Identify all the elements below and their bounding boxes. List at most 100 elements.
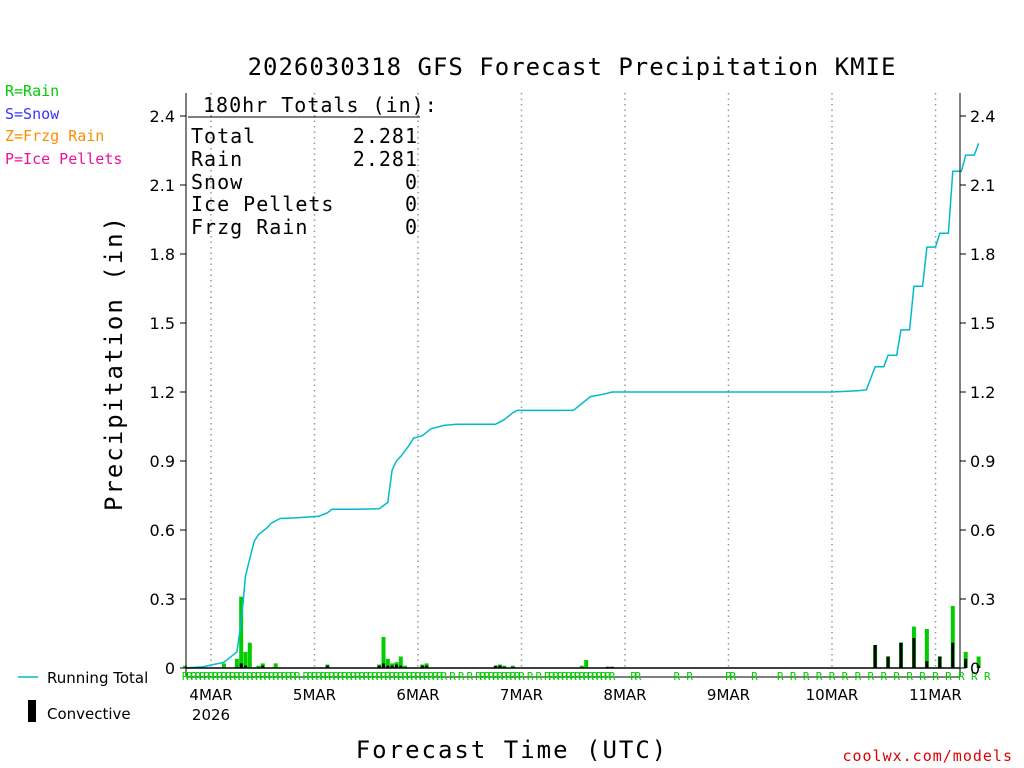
rain-bar (584, 659, 589, 668)
ptype-marker: R (842, 670, 849, 683)
legend-rain: R=Rain (5, 82, 59, 100)
ptype-marker: R (203, 670, 210, 683)
convective-bar (390, 665, 394, 668)
ptype-marker: R (932, 670, 939, 683)
plot-frame (180, 93, 966, 678)
convective-bar (394, 664, 398, 668)
y-tick-label-right: 0.3 (970, 590, 995, 609)
gridlines (210, 93, 937, 668)
x-tick-label: 5MAR (293, 686, 336, 704)
y-tick-label-right: 2.4 (970, 107, 995, 126)
ptype-marker: R (514, 670, 521, 683)
ptype-marker: R (294, 670, 301, 683)
ptype-marker: R (367, 670, 374, 683)
totals-row-value: 2.281 (353, 124, 418, 148)
ptype-marker: R (553, 670, 560, 683)
ptype-marker: R (393, 670, 400, 683)
convective-bar (938, 656, 942, 668)
ptype-marker: R (195, 670, 202, 683)
ptype-marker: R (829, 670, 836, 683)
convective-bar (873, 645, 877, 668)
totals-row-label: Rain (191, 147, 243, 171)
ptype-marker: R (190, 670, 197, 683)
ptype-marker: R (725, 670, 732, 683)
ptype-marker: R (277, 670, 284, 683)
ptype-marker: R (268, 670, 275, 683)
rain-bar (385, 658, 390, 668)
ptype-marker: R (635, 670, 642, 683)
rain-bar (950, 605, 955, 668)
y-tick-label: 2.4 (150, 107, 175, 126)
x-year-label: 2026 (192, 706, 230, 724)
x-tick-label: 7MAR (500, 686, 543, 704)
ptype-marker: R (376, 670, 383, 683)
totals-box: 180hr Totals (in): Total 2.281 Rain 2.28… (188, 93, 437, 239)
totals-row-value: 0 (405, 192, 418, 216)
rain-bar (924, 628, 929, 668)
y-tick-label-right: 1.2 (970, 383, 995, 402)
ptype-marker: R (428, 670, 435, 683)
ptype-marker: R (242, 670, 249, 683)
x-tick-label: 4MAR (189, 686, 232, 704)
ptype-marker: R (484, 670, 491, 683)
totals-row-label: Ice Pellets (191, 192, 334, 216)
ptype-marker: R (199, 670, 206, 683)
x-tick-label: 10MAR (806, 686, 859, 704)
totals-row-value: 0 (405, 215, 418, 239)
ptype-marker: R (600, 670, 607, 683)
ptype-marker: R (880, 670, 887, 683)
y-tick-label-right: 1.8 (970, 245, 995, 264)
ptype-marker: R (208, 670, 215, 683)
ptype-marker: R (182, 670, 189, 683)
rain-bar (403, 665, 408, 668)
convective-bar (977, 665, 981, 668)
running-total-series (185, 143, 980, 669)
chart-title: 2026030318 GFS Forecast Precipitation KM… (248, 53, 897, 81)
legend-ice-pellets: P=Ice Pellets (5, 150, 122, 168)
ptype-marker: R (247, 670, 254, 683)
convective-bar (261, 665, 265, 668)
ptype-marker: R (497, 670, 504, 683)
convective-bar (899, 642, 903, 668)
ptype-marker: R (730, 670, 737, 683)
ptype-marker: R (492, 670, 499, 683)
y-tick-label: 2.1 (150, 176, 175, 195)
ptype-marker: R (419, 670, 426, 683)
ptype-marker: R (350, 670, 357, 683)
ptype-marker: R (958, 670, 965, 683)
ptype-marker: R (225, 670, 232, 683)
convective-bar (244, 665, 247, 668)
ptype-marker: R (320, 670, 327, 683)
x-axis-title: Forecast Time (UTC) (356, 736, 669, 764)
ptype-marker: R (527, 670, 534, 683)
x-tick-label: 9MAR (707, 686, 750, 704)
ptype-marker: R (557, 670, 564, 683)
ptype-marker: R (216, 670, 223, 683)
y-tick-label: 0 (165, 659, 175, 678)
x-tick-label: 11MAR (909, 686, 962, 704)
ptype-marker: R (290, 670, 297, 683)
ptype-marker: R (423, 670, 430, 683)
ptype-marker: R (264, 670, 271, 683)
y-tick-label: 0.3 (150, 590, 175, 609)
totals-row-label: Total (191, 124, 256, 148)
ptype-marker: R (307, 670, 314, 683)
convective-bar (382, 663, 385, 668)
y-tick-label: 0.9 (150, 452, 175, 471)
ptype-marker: R (212, 670, 219, 683)
convective-bar (964, 658, 968, 668)
running-total-line (185, 143, 980, 669)
ptype-marker: R (686, 670, 693, 683)
ptype-marker: R (510, 670, 517, 683)
ptype-marker: R (303, 670, 310, 683)
ptype-marker: R (402, 670, 409, 683)
ptype-marker: R (363, 670, 370, 683)
ptype-marker: R (777, 670, 784, 683)
convective-bar (425, 665, 429, 668)
ptype-marker: R (579, 670, 586, 683)
rain-bar (579, 665, 584, 668)
y-tick-label: 1.2 (150, 383, 175, 402)
convective-bar (925, 661, 929, 668)
rain-bar (234, 658, 239, 668)
